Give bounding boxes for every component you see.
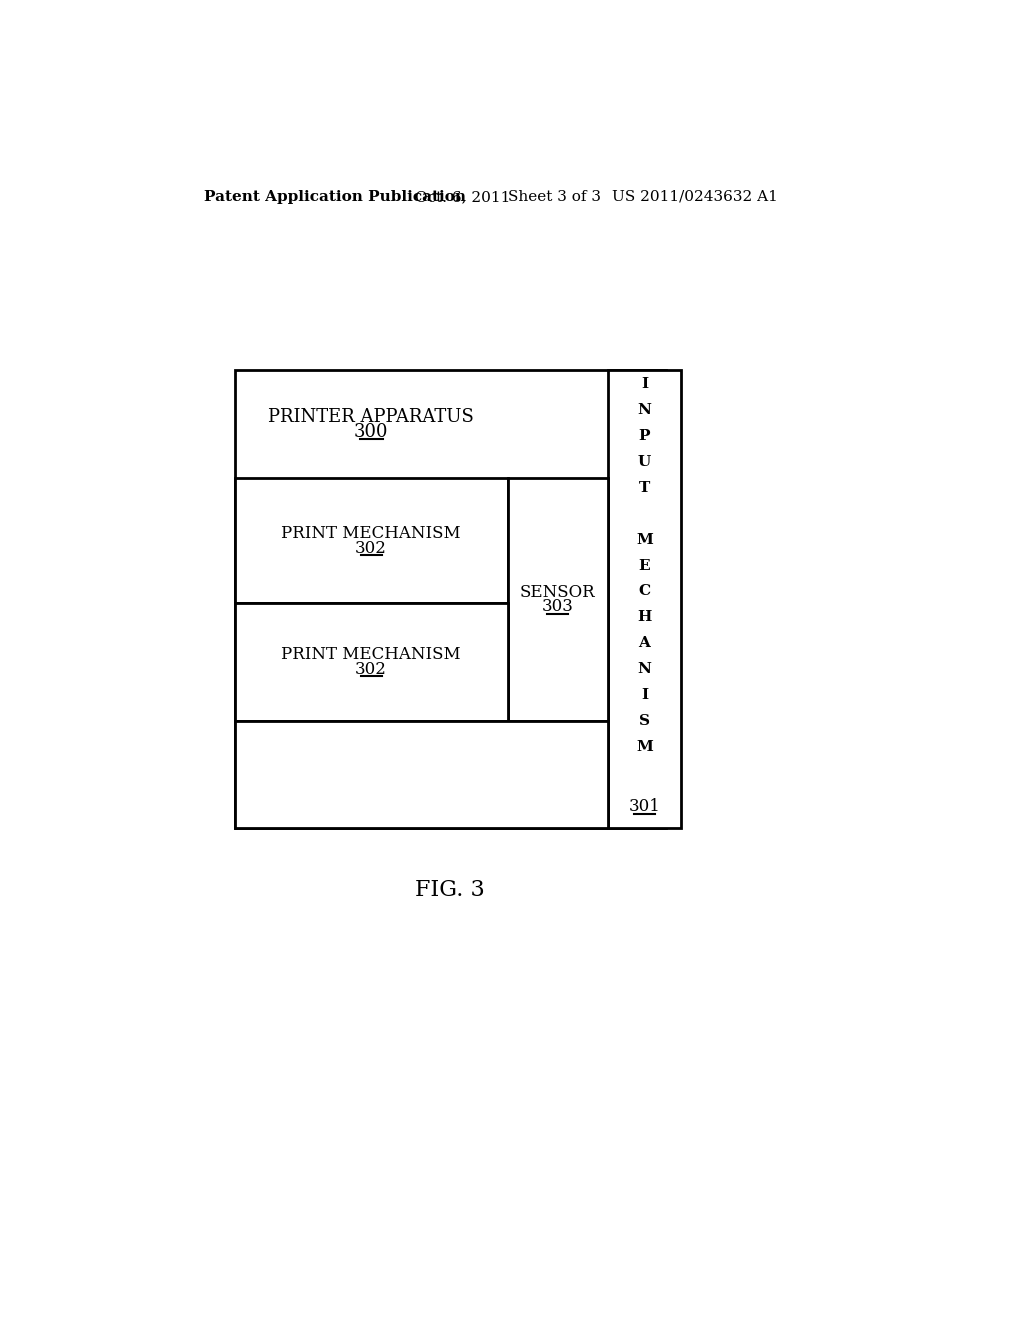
Text: I: I xyxy=(641,378,648,391)
Text: T: T xyxy=(639,480,650,495)
Text: 302: 302 xyxy=(355,540,387,557)
Text: 301: 301 xyxy=(629,799,660,816)
Text: P: P xyxy=(639,429,650,444)
Text: S: S xyxy=(639,714,650,729)
Bar xyxy=(234,370,666,829)
Text: Sheet 3 of 3: Sheet 3 of 3 xyxy=(508,190,601,203)
Text: N: N xyxy=(638,663,651,676)
Text: SENSOR: SENSOR xyxy=(520,583,596,601)
Bar xyxy=(234,721,608,829)
Text: C: C xyxy=(639,585,650,598)
Text: A: A xyxy=(639,636,650,651)
Text: PRINT MECHANISM: PRINT MECHANISM xyxy=(282,525,461,543)
Bar xyxy=(608,370,681,829)
Text: H: H xyxy=(637,610,651,624)
Text: Patent Application Publication: Patent Application Publication xyxy=(204,190,466,203)
Text: M: M xyxy=(636,532,653,546)
Bar xyxy=(508,478,608,721)
Text: N: N xyxy=(638,403,651,417)
Bar xyxy=(234,603,508,721)
Text: Oct. 6, 2011: Oct. 6, 2011 xyxy=(416,190,511,203)
Bar xyxy=(234,478,508,603)
Text: E: E xyxy=(639,558,650,573)
Text: 300: 300 xyxy=(354,422,388,441)
Text: PRINTER APPARATUS: PRINTER APPARATUS xyxy=(268,408,474,426)
Text: US 2011/0243632 A1: US 2011/0243632 A1 xyxy=(611,190,777,203)
Text: 303: 303 xyxy=(542,598,573,615)
Text: I: I xyxy=(641,688,648,702)
Text: U: U xyxy=(638,455,651,469)
Text: 302: 302 xyxy=(355,661,387,677)
Text: PRINT MECHANISM: PRINT MECHANISM xyxy=(282,647,461,663)
Text: FIG. 3: FIG. 3 xyxy=(416,879,485,902)
Text: M: M xyxy=(636,741,653,754)
